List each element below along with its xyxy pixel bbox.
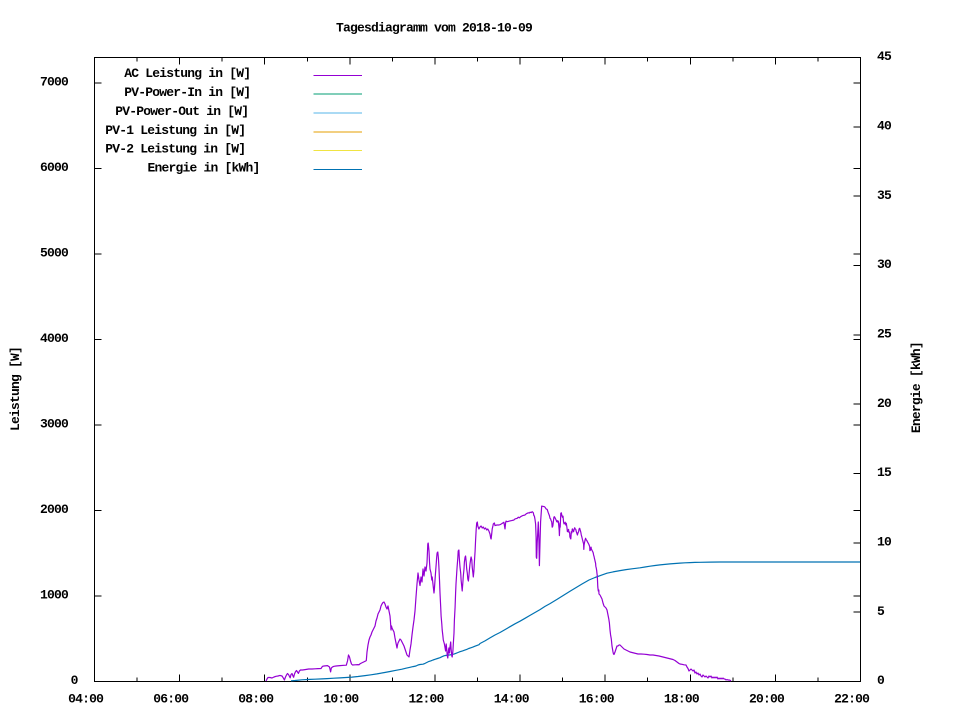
svg-text:08:00: 08:00 — [238, 692, 274, 707]
svg-text:10:00: 10:00 — [323, 692, 359, 707]
svg-text:PV-Power-Out in [W]: PV-Power-Out in [W] — [115, 104, 248, 119]
svg-text:3000: 3000 — [40, 417, 69, 432]
svg-text:16:00: 16:00 — [579, 692, 615, 707]
svg-text:20:00: 20:00 — [749, 692, 785, 707]
svg-text:25: 25 — [877, 327, 892, 342]
svg-text:PV-2 Leistung in [W]: PV-2 Leistung in [W] — [105, 142, 245, 157]
svg-text:40: 40 — [877, 119, 892, 134]
svg-text:6000: 6000 — [40, 160, 69, 175]
svg-text:4000: 4000 — [40, 331, 69, 346]
svg-text:5000: 5000 — [40, 246, 69, 261]
svg-text:20: 20 — [877, 396, 892, 411]
svg-text:AC Leistung in [W]: AC Leistung in [W] — [124, 66, 250, 81]
svg-text:0: 0 — [877, 673, 885, 688]
svg-text:22:00: 22:00 — [834, 692, 870, 707]
svg-text:14:00: 14:00 — [494, 692, 530, 707]
svg-text:Energie [kWh]: Energie [kWh] — [909, 342, 924, 433]
svg-text:18:00: 18:00 — [664, 692, 700, 707]
svg-text:PV-1 Leistung in [W]: PV-1 Leistung in [W] — [105, 123, 245, 138]
svg-text:2000: 2000 — [40, 502, 69, 517]
svg-text:35: 35 — [877, 188, 892, 203]
svg-text:0: 0 — [71, 673, 79, 688]
svg-text:Energie in [kWh]: Energie in [kWh] — [147, 161, 259, 176]
svg-text:1000: 1000 — [40, 588, 69, 603]
svg-text:15: 15 — [877, 465, 892, 480]
svg-text:10: 10 — [877, 535, 892, 550]
svg-text:Tagesdiagramm vom 2018-10-09: Tagesdiagramm vom 2018-10-09 — [336, 21, 533, 36]
svg-text:45: 45 — [877, 49, 892, 64]
svg-text:PV-Power-In in [W]: PV-Power-In in [W] — [124, 85, 250, 100]
svg-text:5: 5 — [877, 604, 885, 619]
svg-text:06:00: 06:00 — [153, 692, 189, 707]
svg-text:7000: 7000 — [40, 75, 69, 90]
svg-text:30: 30 — [877, 257, 892, 272]
svg-text:04:00: 04:00 — [68, 692, 104, 707]
svg-text:Leistung [W]: Leistung [W] — [8, 347, 23, 431]
svg-text:12:00: 12:00 — [408, 692, 444, 707]
